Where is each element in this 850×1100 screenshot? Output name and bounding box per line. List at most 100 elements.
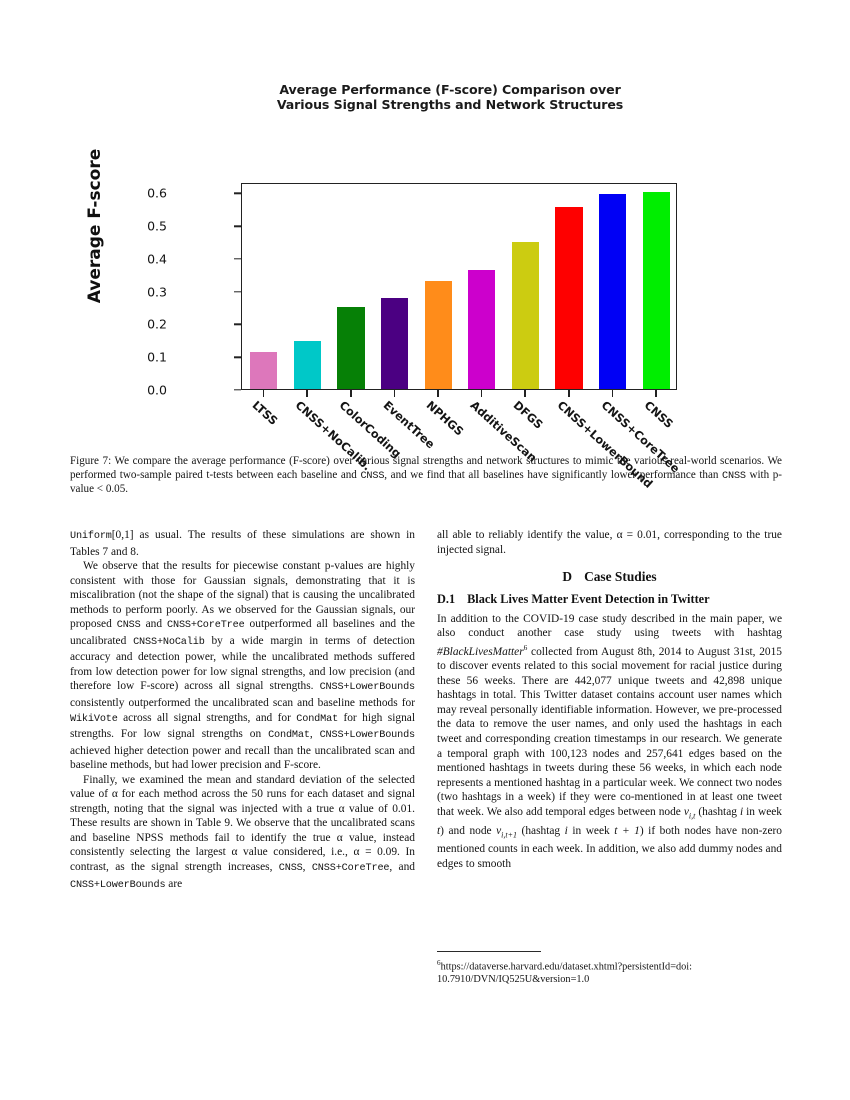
right-p2-t3: (hashtag <box>695 805 740 818</box>
section-title: Case Studies <box>584 569 657 585</box>
mono-cnss-lowerbounds-c: CNSS+LowerBounds <box>70 879 166 891</box>
chart-title: Average Performance (F-score) Comparison… <box>205 82 695 112</box>
bar-ltss <box>250 352 278 389</box>
x-tick-mark <box>262 390 265 397</box>
mono-cnss-a: CNSS <box>116 620 141 632</box>
y-tick-label: 0.0 <box>147 382 167 398</box>
x-tick-label-dfgs: DFGS <box>511 398 547 432</box>
caption-mono-cnss-2: CNSS <box>722 470 746 482</box>
left-p2-t3: outperformed all baselines and the uncal… <box>70 618 415 647</box>
subsection-heading-d1: D.1 Black Lives Matter Event Detection in… <box>437 592 782 607</box>
y-tick-label: 0.5 <box>147 218 167 234</box>
figure-7: Average Performance (F-score) Comparison… <box>0 68 850 491</box>
bar-chart: Average F-score 0.0 0.1 0.2 0.3 0.4 0.5 0.6 LT… <box>0 68 850 491</box>
x-tick-label-nphgs: NPHGS <box>423 398 467 439</box>
left-p2-t5: consistently outperformed the uncalibrat… <box>70 697 415 710</box>
x-tick-label-cnss: CNSS <box>641 398 677 432</box>
footnote-6: 6https://dataverse.harvard.edu/dataset.x… <box>437 957 782 986</box>
y-axis-label: Average F-score <box>85 148 105 304</box>
mono-cnss-nocalib: CNSS+NoCalib <box>133 636 205 648</box>
subsection-number: D.1 <box>437 591 456 606</box>
y-tick-mark <box>234 258 241 260</box>
left-paragraph-3: Finally, we examined the mean and standa… <box>70 773 415 893</box>
footnote-divider <box>437 951 541 952</box>
chart-title-line-2: Various Signal Strengths and Network Str… <box>276 97 624 112</box>
bar-dfgs <box>511 241 539 389</box>
bar-additivescan <box>468 270 496 389</box>
left-p3-t4: are <box>165 877 183 890</box>
var-v-2: v <box>496 824 502 837</box>
right-paragraph-1: all able to reliably identify the value,… <box>437 529 782 556</box>
left-p2-t7: for high signal strengths. For low signa… <box>70 711 415 741</box>
left-p1-text: [0,1] as usual. The results of these sim… <box>70 529 415 558</box>
right-p2-t1: In addition to the COVID-19 case study d… <box>437 612 782 640</box>
right-p2-t4: in week <box>743 805 782 818</box>
left-p2-t6: across all signal strengths, and for <box>117 711 297 724</box>
mono-cnss-lowerbounds-b: CNSS+LowerBounds <box>319 730 416 742</box>
caption-text-c: with p-value < 0.05. <box>70 468 782 496</box>
caption-text-b: , and we find that all baselines have si… <box>384 468 723 481</box>
body-left-column: Uniform[0,1] as usual. The results of th… <box>70 528 415 893</box>
right-p2-t5: ) and node <box>440 824 497 837</box>
y-tick-mark <box>234 389 241 391</box>
figure-caption: Figure 7: We compare the average perform… <box>70 455 782 497</box>
x-tick-mark <box>611 390 614 397</box>
var-t-1: t <box>437 824 441 837</box>
caption-mono-cnss-1: CNSS <box>360 470 385 482</box>
var-v-1-sub: i,t <box>688 811 696 821</box>
x-tick-mark <box>393 390 396 397</box>
x-tick-mark <box>655 390 657 397</box>
bar-colorcoding <box>337 307 365 389</box>
y-tick-mark <box>234 323 241 326</box>
left-p3-t1: Finally, we examined the mean and standa… <box>70 773 415 874</box>
mono-uniform: Uniform <box>70 531 112 542</box>
y-tick-label: 0.3 <box>147 284 167 300</box>
right-paragraph-2: In addition to the COVID-19 case study d… <box>437 612 782 872</box>
var-t-plus-1: t + 1 <box>614 824 640 837</box>
footnote-url-line-1: https://dataverse.harvard.edu/dataset.xh… <box>440 961 693 973</box>
x-tick-mark <box>568 390 570 397</box>
y-tick-mark <box>234 225 241 227</box>
y-tick-mark <box>234 192 241 195</box>
footnote-ref-6: 6 <box>523 642 528 652</box>
right-p2-t7: in week <box>567 824 615 837</box>
bar-cnss-coretree <box>599 194 627 389</box>
y-tick-mark <box>234 356 241 358</box>
mono-cnss-coretree-b: CNSS+CoreTree <box>311 863 390 875</box>
var-i-2: i <box>564 824 568 837</box>
var-i-1: i <box>739 805 744 818</box>
left-paragraph-1: Uniform[0,1] as usual. The results of th… <box>70 528 415 559</box>
footnote-url-line-2: 10.7910/DVN/IQ525U&version=1.0 <box>437 974 590 986</box>
bar-cnss <box>642 191 670 389</box>
var-v-2-sub: i,t+1 <box>501 829 518 839</box>
x-tick-mark <box>524 390 526 397</box>
x-tick-mark <box>350 390 352 397</box>
y-tick-label: 0.6 <box>147 185 167 201</box>
var-v-1: v <box>683 805 689 818</box>
footnote-mark: 6 <box>437 959 441 967</box>
body-right-column: all able to reliably identify the value,… <box>437 528 782 872</box>
right-p2-t6: (hashtag <box>517 824 565 837</box>
left-p3-t2: , <box>302 861 312 874</box>
mono-wikivote: WikiVote <box>70 713 118 725</box>
y-tick-mark <box>234 291 241 293</box>
mono-cnss-b: CNSS <box>278 863 303 875</box>
x-tick-mark <box>306 390 308 397</box>
mono-condmat-b: CondMat <box>268 730 310 742</box>
bar-cnss-lowerbound <box>555 207 583 389</box>
left-p2-t8: , <box>309 728 320 741</box>
y-tick-label: 0.2 <box>147 316 167 332</box>
bar-cnss-nocalib <box>293 340 321 389</box>
left-paragraph-2: We observe that the results for piecewis… <box>70 559 415 773</box>
mono-cnss-coretree-a: CNSS+CoreTree <box>167 620 245 632</box>
x-tick-label-ltss: LTSS <box>249 398 281 428</box>
section-heading-d: D Case Studies <box>437 569 782 585</box>
y-tick-label: 0.4 <box>147 251 167 267</box>
bar-nphgs <box>424 280 452 389</box>
mono-condmat-a: CondMat <box>296 713 339 725</box>
x-tick-mark <box>437 390 439 397</box>
right-p2-t8: ) if both nodes have non-zero mentioned … <box>437 824 782 870</box>
bars-layer <box>242 184 675 389</box>
hashtag-blacklivesmatter: #BlackLivesMatter <box>437 645 524 658</box>
caption-text-a: We compare the average performance (F-sc… <box>70 455 782 481</box>
